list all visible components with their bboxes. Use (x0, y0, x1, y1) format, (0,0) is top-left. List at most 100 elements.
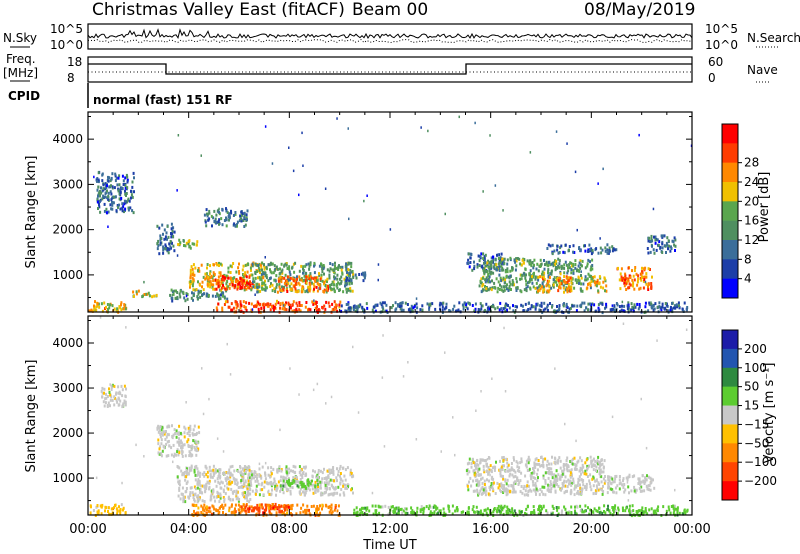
data-cell (664, 306, 667, 310)
data-cell (185, 294, 188, 298)
data-cell (99, 194, 101, 198)
data-cell (573, 493, 576, 497)
data-cell (316, 276, 319, 280)
data-cell (193, 273, 196, 277)
data-cell (614, 475, 617, 478)
data-cell (492, 255, 495, 259)
data-cell (205, 276, 208, 280)
data-cell (328, 510, 331, 514)
data-cell (590, 265, 593, 269)
data-cell (645, 275, 648, 279)
data-cell (315, 285, 318, 289)
data-cell (503, 486, 505, 490)
data-cell (233, 222, 236, 226)
data-cell (676, 506, 679, 510)
data-cell (308, 289, 311, 293)
data-cell (592, 468, 595, 472)
data-cell (390, 306, 393, 310)
data-cell (316, 289, 319, 293)
data-cell (525, 465, 528, 469)
data-cell (394, 507, 397, 511)
data-cell (163, 432, 166, 436)
data-cell (95, 505, 98, 509)
data-cell (561, 472, 564, 476)
data-cell (284, 506, 287, 510)
data-cell (352, 308, 355, 311)
data-cell (363, 199, 365, 203)
data-cell (319, 286, 322, 290)
data-cell (670, 245, 672, 249)
data-cell (248, 286, 251, 290)
data-cell (328, 273, 331, 277)
data-cell (318, 273, 321, 277)
data-cell (348, 308, 351, 312)
data-cell (265, 286, 268, 290)
data-cell (520, 277, 523, 281)
data-cell (232, 214, 235, 217)
data-cell (206, 475, 209, 479)
data-cell (587, 302, 590, 306)
data-cell (130, 196, 132, 200)
data-cell (194, 466, 197, 469)
data-cell (578, 261, 581, 265)
data-cell (118, 397, 120, 401)
data-cell (244, 223, 247, 227)
data-cell (222, 496, 225, 499)
data-cell (558, 456, 561, 460)
data-cell (594, 283, 597, 287)
data-cell (633, 278, 636, 282)
data-cell (191, 267, 194, 271)
data-cell (161, 425, 164, 429)
data-cell (482, 288, 484, 292)
data-cell (580, 289, 583, 293)
data-cell (477, 484, 480, 488)
data-cell (598, 308, 601, 312)
data-cell (329, 267, 332, 271)
data-cell (605, 305, 608, 309)
data-cell (181, 446, 184, 449)
data-cell (226, 471, 229, 475)
data-cell (258, 509, 261, 513)
data-cell (479, 511, 482, 515)
data-cell (105, 207, 108, 211)
data-cell (157, 430, 160, 434)
data-cell (617, 266, 619, 270)
data-cell (304, 484, 307, 488)
data-cell (176, 440, 179, 444)
data-cell (572, 264, 575, 268)
data-cell (428, 504, 431, 508)
data-cell (545, 509, 548, 513)
data-cell (322, 264, 325, 267)
data-cell (217, 492, 220, 496)
data-cell (280, 469, 283, 473)
power-ylabel: Slant Range [km] (24, 156, 39, 269)
data-cell (298, 301, 301, 305)
data-cell (264, 279, 266, 283)
data-cell (316, 480, 319, 484)
data-cell (428, 303, 431, 307)
data-cell (236, 285, 239, 289)
data-cell (492, 510, 495, 514)
data-cell (652, 248, 655, 252)
data-cell (240, 277, 243, 281)
data-cell (223, 276, 226, 280)
data-cell (572, 480, 575, 483)
data-cell (235, 492, 238, 496)
data-cell (116, 307, 119, 311)
data-cell (271, 482, 274, 486)
data-cell (529, 307, 532, 311)
data-cell (218, 218, 221, 222)
data-cell (548, 276, 551, 279)
data-cell (327, 287, 330, 291)
data-cell (441, 308, 444, 312)
data-cell (310, 276, 313, 280)
data-cell (212, 464, 215, 468)
data-cell (569, 475, 572, 479)
data-cell (320, 263, 323, 267)
data-cell (286, 290, 289, 293)
data-cell (349, 289, 352, 293)
data-cell (534, 482, 537, 486)
data-cell (243, 286, 246, 289)
data-cell (546, 471, 549, 475)
data-cell (520, 290, 523, 294)
